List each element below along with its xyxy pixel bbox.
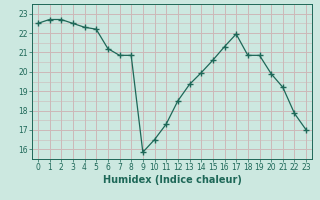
X-axis label: Humidex (Indice chaleur): Humidex (Indice chaleur) bbox=[103, 175, 241, 185]
